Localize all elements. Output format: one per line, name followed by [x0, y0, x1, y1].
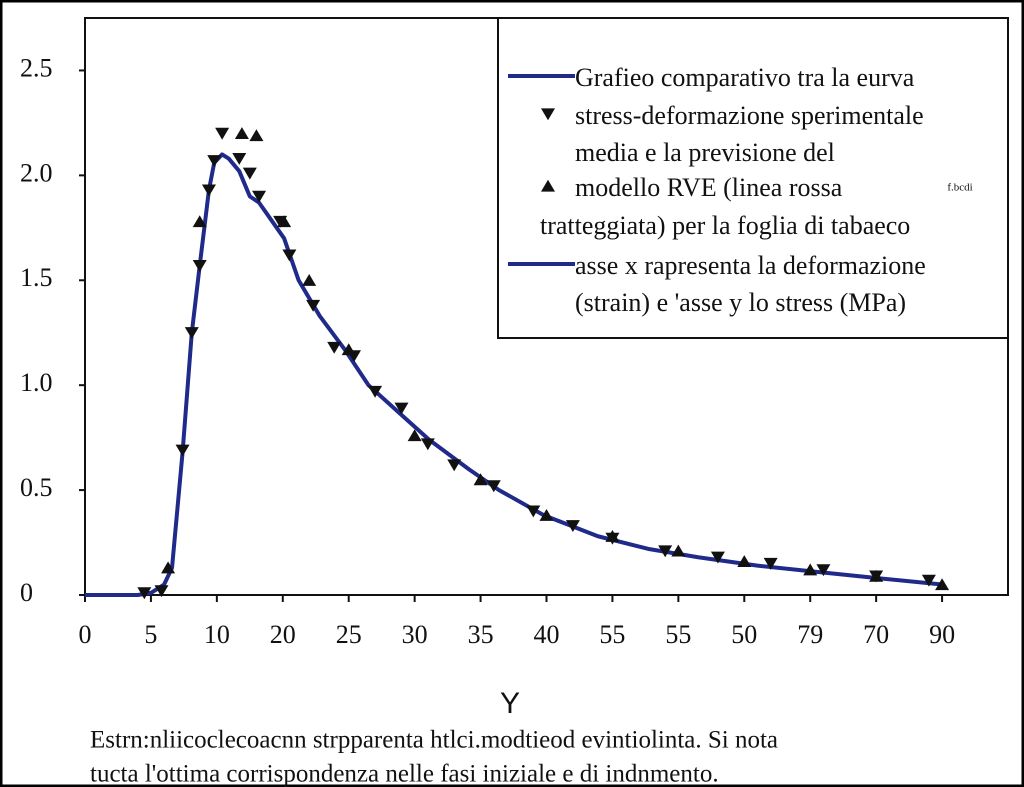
data-marker — [242, 167, 257, 180]
plot: 0 0.5 1.0 1.5 2.0 2.5 0 5 10 20 25 30 35 40 55 55 50 79 70… — [20, 53, 955, 649]
y-tick-label: 0.5 — [20, 473, 53, 502]
x-tick-label: 55 — [599, 620, 625, 649]
x-tick-label: 50 — [731, 620, 757, 649]
legend-label: asse x rapresenta la deformazione — [575, 251, 926, 280]
x-tick-label: 55 — [665, 620, 691, 649]
data-marker — [201, 184, 216, 197]
legend-label: modello RVE (linea rossa — [575, 173, 843, 202]
data-marker — [447, 459, 462, 472]
x-tick-label: 10 — [204, 620, 230, 649]
data-marker — [737, 555, 752, 568]
data-marker — [252, 190, 267, 203]
data-marker — [137, 587, 152, 600]
data-marker — [539, 508, 554, 521]
data-marker — [407, 429, 422, 442]
data-marker — [175, 444, 190, 457]
caption: tucta l'ottima corrispondenza nelle fasi… — [90, 761, 719, 787]
legend-label: media e la previsione del — [575, 138, 835, 167]
data-marker — [763, 557, 778, 570]
data-marker — [605, 529, 620, 542]
data-marker — [249, 129, 264, 142]
data-marker — [394, 402, 409, 415]
data-marker — [161, 561, 176, 574]
legend-label: tratteggiata) per la foglia di tabaeco — [540, 211, 910, 240]
data-marker — [234, 127, 249, 139]
data-marker — [327, 341, 342, 354]
data-marker — [207, 155, 222, 167]
data-marker — [306, 299, 321, 312]
x-tick-label: 70 — [863, 620, 889, 649]
data-marker — [816, 564, 831, 577]
x-tick-label: 25 — [336, 620, 362, 649]
legend-symbol — [541, 179, 555, 192]
data-marker — [671, 544, 686, 557]
data-marker — [277, 215, 292, 228]
legend-note: f.bcdi — [947, 182, 972, 194]
data-marker — [473, 473, 488, 486]
data-marker — [154, 585, 169, 598]
x-tick-label: 90 — [929, 620, 955, 649]
data-marker — [658, 545, 673, 558]
data-marker — [869, 569, 884, 582]
data-marker — [935, 578, 950, 591]
y-tick-label: 1.5 — [20, 263, 53, 292]
data-marker — [420, 438, 435, 451]
y-tick-label: 0 — [20, 578, 33, 607]
data-marker — [710, 551, 725, 564]
data-marker — [486, 480, 501, 493]
data-marker — [368, 385, 383, 398]
data-marker — [192, 259, 207, 272]
x-tick-label: 30 — [402, 620, 428, 649]
x-tick-label: 0 — [79, 620, 92, 649]
x-tick-label: 79 — [797, 620, 823, 649]
caption: Estrn:nliicoclecoacnn strpparenta htlci.… — [90, 727, 778, 754]
data-marker — [192, 215, 207, 228]
x-axis-label: Y — [500, 687, 520, 720]
y-tick-label: 1.0 — [20, 368, 53, 397]
legend: Grafieo comparativo tra la eurva stress-d… — [508, 63, 973, 317]
data-marker — [565, 520, 580, 533]
data-marker — [184, 327, 199, 340]
legend-symbol — [541, 108, 555, 121]
data-marker — [302, 273, 317, 286]
data-marker — [232, 152, 247, 165]
y-tick-label: 2.5 — [20, 53, 53, 82]
data-marker — [921, 574, 936, 587]
data-line — [85, 152, 943, 597]
data-marker — [282, 249, 297, 262]
legend-label: stress-deformazione sperimentale — [575, 101, 924, 130]
data-marker — [526, 505, 541, 518]
x-tick-label: 35 — [468, 620, 494, 649]
data-marker — [341, 343, 356, 356]
legend-box — [497, 17, 1009, 339]
x-tick-label: 20 — [270, 620, 296, 649]
data-marker — [803, 563, 818, 576]
data-marker — [215, 127, 230, 140]
legend-label: (strain) e 'asse y lo stress (MPa) — [575, 288, 906, 317]
legend-label: Grafieo comparativo tra la eurva — [575, 63, 915, 92]
x-tick-label: 40 — [534, 620, 560, 649]
y-tick-label: 2.0 — [20, 158, 53, 187]
x-tick-label: 5 — [144, 620, 157, 649]
